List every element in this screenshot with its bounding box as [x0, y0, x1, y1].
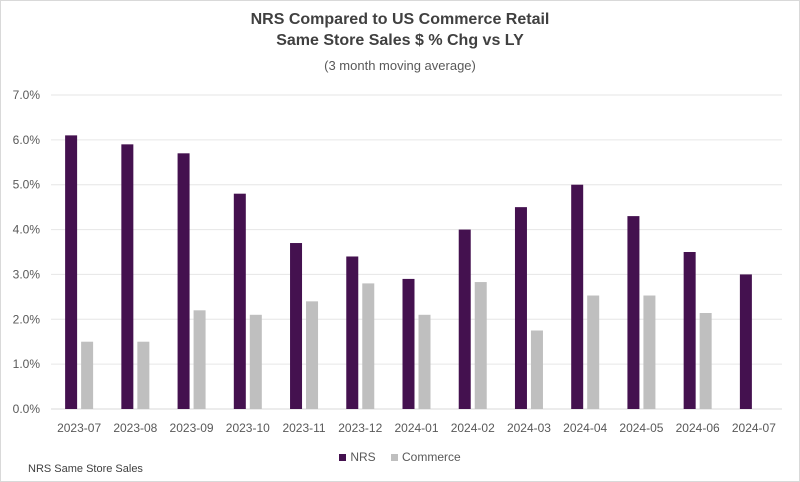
x-tick-label: 2024-04: [563, 421, 607, 435]
bar-nrs-2024-05: [627, 216, 640, 409]
y-tick-label: 4.0%: [13, 223, 41, 237]
bar-commerce-2023-08: [137, 341, 150, 409]
chart-title: NRS Compared to US Commerce Retail: [250, 11, 550, 28]
bar-nrs-2023-09: [177, 153, 190, 409]
y-tick-label: 5.0%: [13, 178, 41, 192]
bar-commerce-2023-07: [81, 341, 94, 409]
x-tick-label: 2024-02: [451, 421, 495, 435]
x-tick-label: 2024-01: [394, 421, 438, 435]
bar-nrs-2024-06: [683, 252, 696, 409]
x-tick-label: 2023-10: [226, 421, 270, 435]
legend: NRS Commerce: [0, 450, 800, 464]
bar-nrs-2024-04: [571, 184, 584, 409]
legend-item-commerce: Commerce: [391, 450, 461, 464]
x-tick-label: 2024-03: [507, 421, 551, 435]
y-tick-label: 0.0%: [13, 402, 41, 416]
bar-nrs-2023-10: [233, 193, 246, 409]
chart-subtitle: Same Store Sales $ % Chg vs LY: [276, 32, 524, 49]
x-tick-label: 2024-07: [732, 421, 776, 435]
bar-nrs-2023-12: [346, 256, 359, 409]
bar-commerce-2023-09: [193, 310, 206, 409]
bar-commerce-2024-02: [474, 282, 487, 409]
bar-nrs-2023-07: [65, 135, 78, 409]
y-tick-label: 3.0%: [13, 267, 41, 281]
legend-swatch-nrs: [339, 454, 347, 461]
legend-label-commerce: Commerce: [402, 450, 461, 464]
y-tick-label: 6.0%: [13, 133, 41, 147]
bar-commerce-2024-03: [530, 330, 543, 409]
y-tick-label: 7.0%: [13, 88, 41, 102]
chart-subtitle-note: (3 month moving average): [324, 58, 476, 73]
bar-nrs-2024-02: [458, 229, 471, 409]
bar-nrs-2024-03: [514, 207, 527, 409]
bar-nrs-2024-01: [402, 278, 415, 409]
x-tick-label: 2024-06: [676, 421, 720, 435]
y-tick-label: 1.0%: [13, 357, 41, 371]
x-tick-label: 2024-05: [619, 421, 663, 435]
bar-nrs-2024-07: [739, 274, 752, 409]
bar-nrs-2023-08: [121, 144, 134, 410]
x-tick-label: 2023-12: [338, 421, 382, 435]
bar-commerce-2024-01: [418, 314, 431, 409]
bar-commerce-2023-12: [362, 283, 375, 409]
bar-commerce-2024-04: [587, 295, 600, 409]
bar-commerce-2023-10: [249, 314, 262, 409]
legend-label-nrs: NRS: [350, 450, 376, 464]
x-tick-label: 2023-11: [282, 421, 325, 435]
legend-swatch-commerce: [391, 454, 398, 461]
bar-nrs-2023-11: [290, 243, 303, 409]
y-tick-label: 2.0%: [13, 312, 41, 326]
bar-commerce-2023-11: [306, 301, 319, 409]
bar-commerce-2024-05: [643, 295, 656, 409]
x-tick-label: 2023-09: [170, 421, 214, 435]
x-tick-label: 2023-07: [57, 421, 101, 435]
bar-commerce-2024-06: [699, 313, 712, 409]
x-tick-label: 2023-08: [113, 421, 157, 435]
legend-item-nrs: NRS: [339, 450, 376, 464]
footnote: NRS Same Store Sales: [28, 463, 143, 475]
